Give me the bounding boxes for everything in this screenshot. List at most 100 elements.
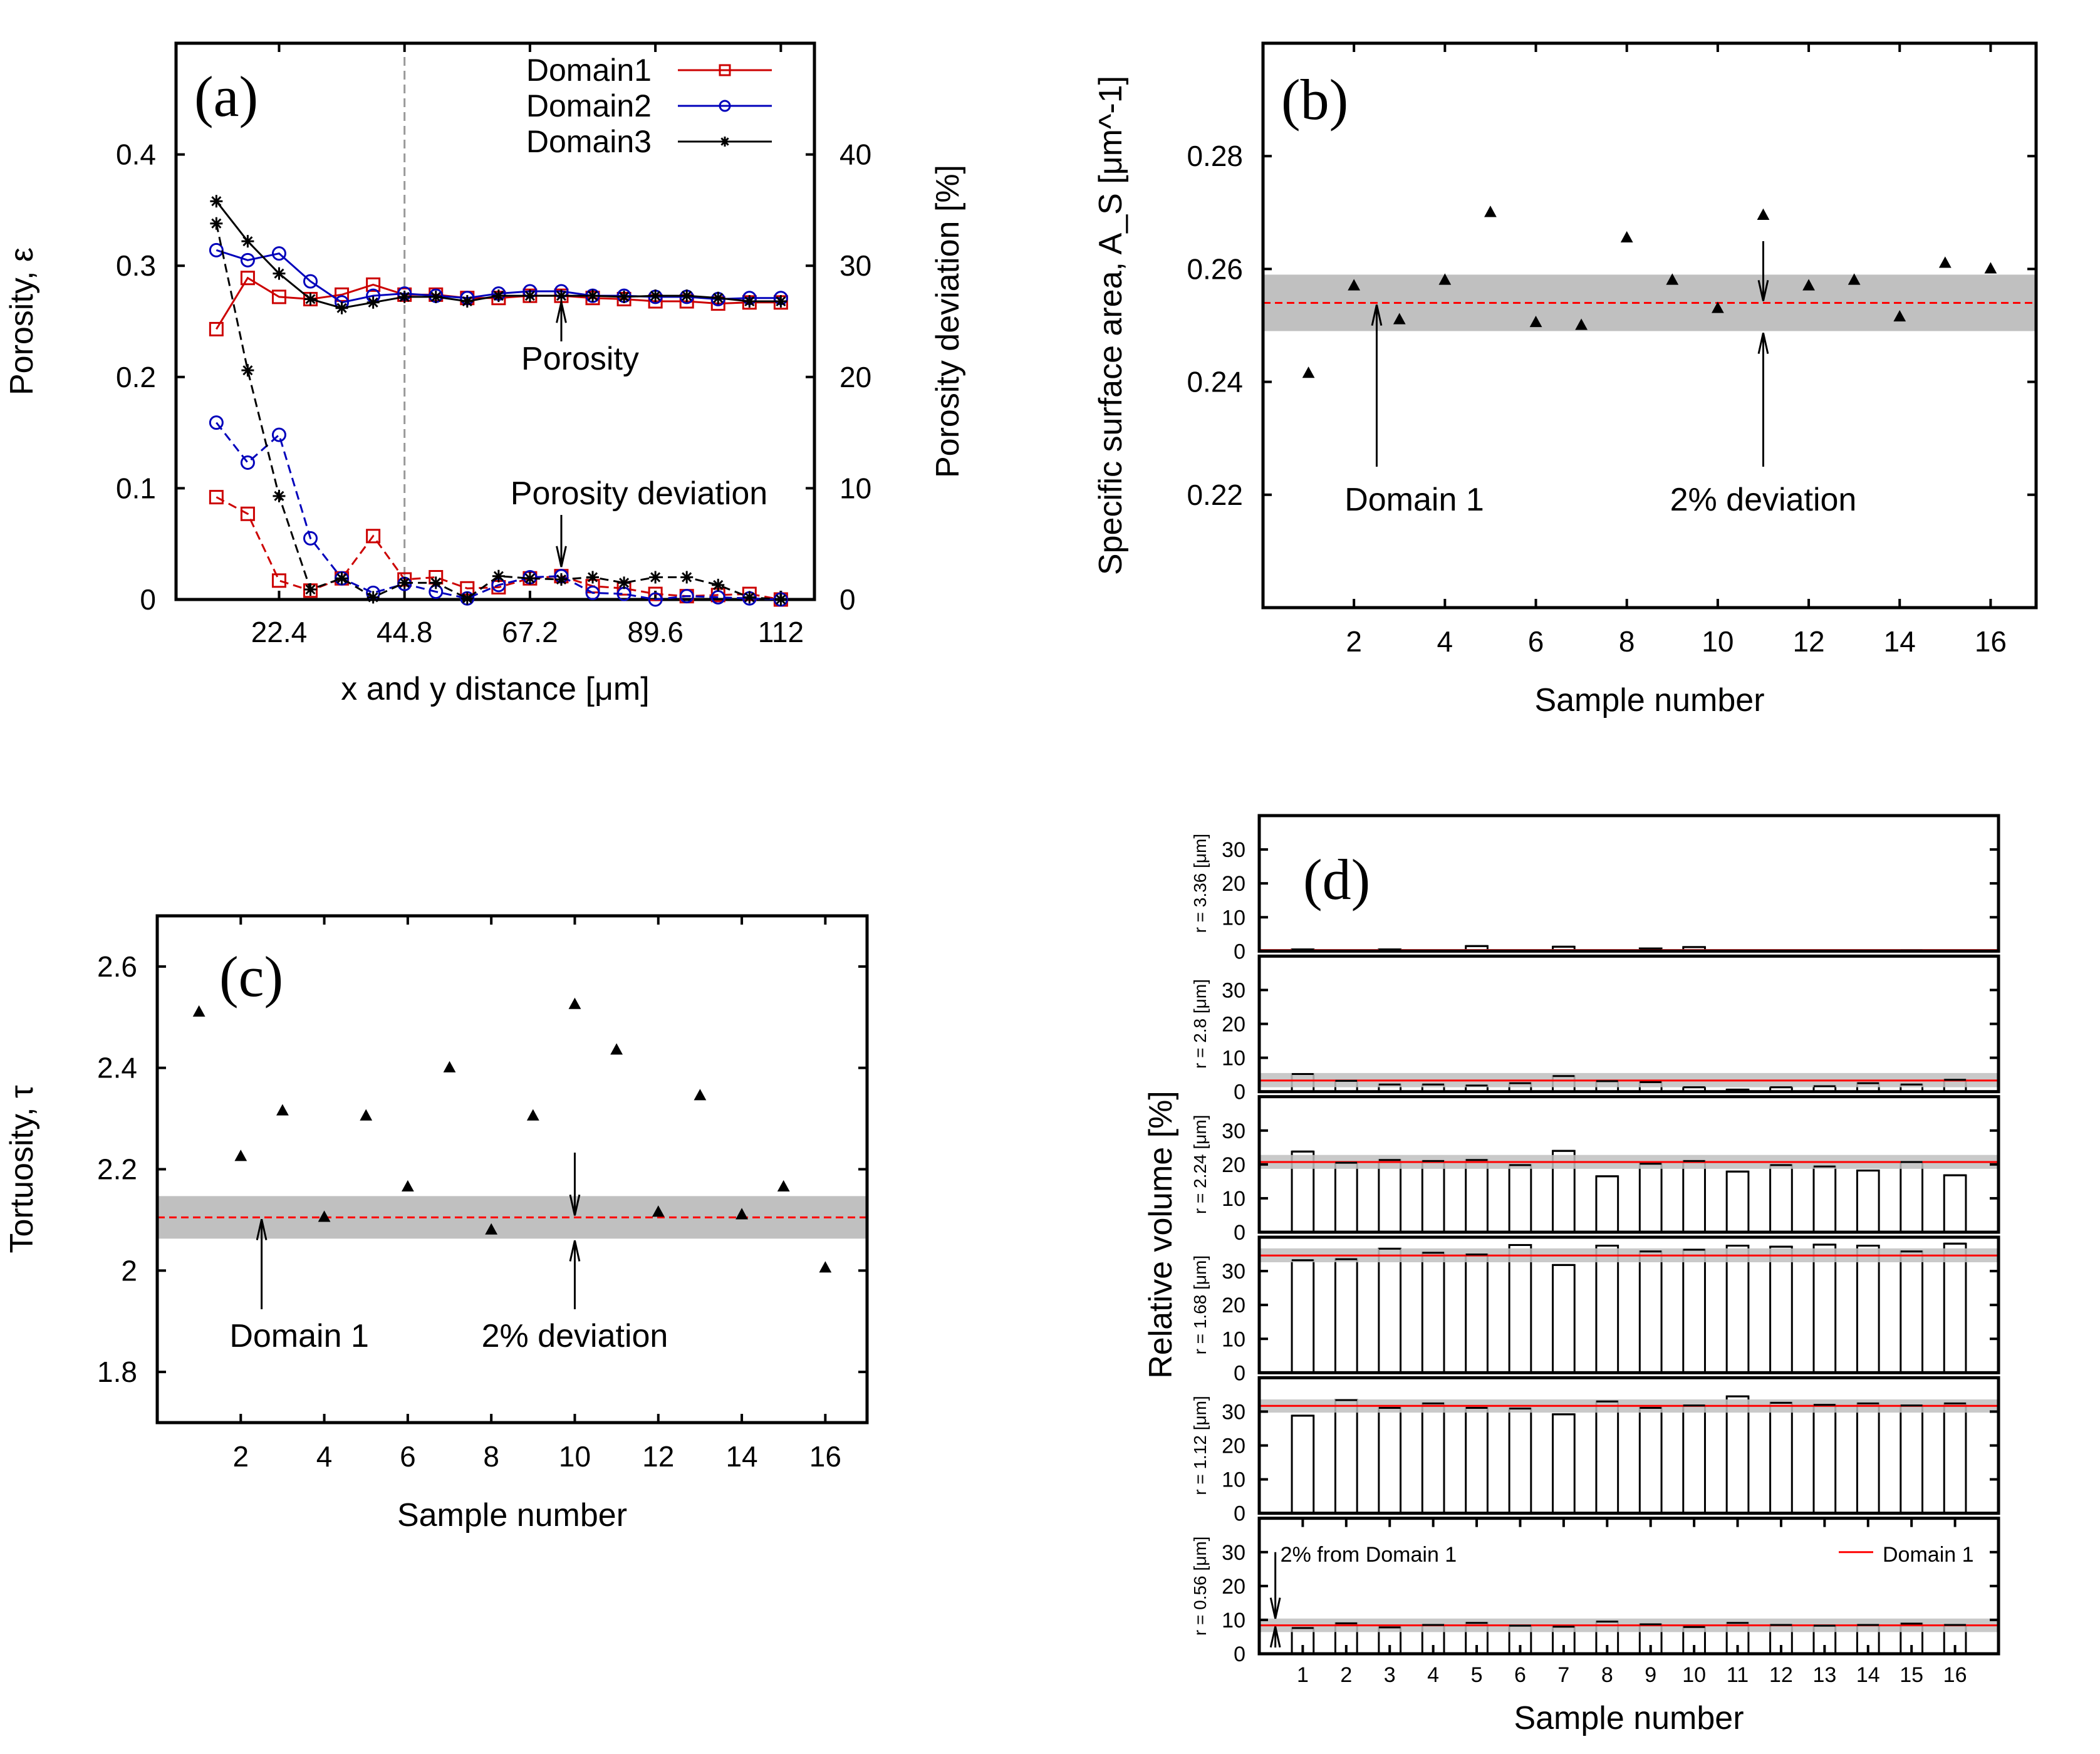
y2-tick-label: 20 xyxy=(839,361,871,393)
x-tick-label: 14 xyxy=(1884,625,1916,658)
bar xyxy=(1812,1404,1837,1515)
arrow-head xyxy=(556,301,567,323)
x-tick-label: 67.2 xyxy=(502,616,558,648)
bar xyxy=(1378,1159,1402,1233)
arrow-head xyxy=(569,1240,581,1262)
data-point xyxy=(1666,273,1679,285)
data-point-star-marker xyxy=(743,591,756,604)
bar xyxy=(1595,1175,1619,1233)
data-point-star-marker xyxy=(273,489,286,502)
deviation-upper-arrow xyxy=(569,1153,581,1216)
y-tick-label: 2.4 xyxy=(97,1052,137,1084)
x-tick-label: 8 xyxy=(483,1440,499,1473)
subplot-frame xyxy=(1257,1376,2000,1515)
star-stroke xyxy=(650,291,661,301)
legend-label: Domain3 xyxy=(526,124,652,159)
y-tick-label: 0.4 xyxy=(116,138,156,171)
y-tick-label: 20 xyxy=(1222,872,1245,896)
deviation-annotation: 2% from Domain 1 xyxy=(1281,1543,1457,1567)
data-point xyxy=(1711,301,1724,313)
bar xyxy=(1638,1163,1663,1233)
data-point-square-marker xyxy=(240,506,255,521)
bar xyxy=(1943,1242,1967,1374)
data-point-star-marker xyxy=(586,571,600,584)
bar xyxy=(1900,1161,1924,1233)
x-tick-label: 89.6 xyxy=(627,616,684,648)
y-tick-label: 2.6 xyxy=(97,950,137,983)
series-domain1 xyxy=(209,271,788,336)
subplot-ylabel: r = 1.12 [μm] xyxy=(1190,1396,1210,1495)
x-tick-label: 4 xyxy=(1427,1663,1439,1687)
data-point-square-marker xyxy=(209,321,224,336)
bar xyxy=(1378,1406,1402,1515)
data-point-star-marker xyxy=(429,290,442,303)
bar xyxy=(1682,1404,1706,1515)
bar xyxy=(1465,1253,1489,1374)
legend-label: Domain1 xyxy=(526,53,652,88)
data-point-square-marker xyxy=(366,277,381,292)
subplot-3: 0 10 20 30 r = 1.68 [μm] xyxy=(1190,1235,2000,1385)
domain1-annotation: Domain 1 xyxy=(229,1318,369,1354)
x-tick-label: 16 xyxy=(809,1440,841,1473)
data-point-star-marker xyxy=(335,301,348,314)
star-stroke xyxy=(399,291,410,302)
y-tick-label: 0 xyxy=(140,583,156,616)
y-axis-title: Specific surface area, A_S [μm^-1] xyxy=(1093,76,1129,575)
x-tick-label: 44.8 xyxy=(377,616,433,648)
arrow-head xyxy=(556,546,567,568)
y2-tick-label: 30 xyxy=(839,249,871,282)
data-point-star-marker xyxy=(492,289,505,303)
data-point-star-marker xyxy=(680,289,694,303)
legend-label: Domain2 xyxy=(526,88,652,123)
star-stroke xyxy=(650,572,661,583)
y-tick-label: 2.2 xyxy=(97,1153,137,1186)
star-stroke xyxy=(242,365,253,376)
y-axis-title: Relative volume [%] xyxy=(1143,1091,1179,1379)
bar xyxy=(1595,1245,1619,1374)
data-point xyxy=(234,1149,247,1161)
data-point-circle-marker xyxy=(585,585,600,600)
data-point-star-marker xyxy=(743,295,756,308)
bar xyxy=(1465,1159,1489,1233)
y-tick-label: 20 xyxy=(1222,1294,1245,1317)
data-point xyxy=(1620,231,1633,242)
x-tick-label: 14 xyxy=(1856,1663,1880,1687)
subplot-ylabel: r = 0.56 [μm] xyxy=(1190,1537,1210,1636)
deviation-band xyxy=(157,1196,867,1239)
deviation-lower-arrow xyxy=(1757,333,1769,467)
bar xyxy=(1812,1243,1837,1374)
deviation-upper-arrow xyxy=(1757,241,1769,301)
star-stroke xyxy=(305,294,316,304)
data-point xyxy=(1575,318,1588,330)
panel-label: (a) xyxy=(194,65,258,128)
data-point-star-marker xyxy=(366,296,380,309)
data-point xyxy=(819,1261,832,1273)
data-point-star-marker xyxy=(241,364,254,377)
data-point xyxy=(694,1089,707,1101)
x-tick-label: 11 xyxy=(1727,1663,1749,1687)
subplot-frame xyxy=(1257,1517,2000,1656)
data-point-circle-marker xyxy=(271,427,286,442)
y-tick-label: 30 xyxy=(1222,1260,1245,1284)
star-stroke xyxy=(720,137,729,146)
bar xyxy=(1769,1245,1793,1374)
data-point xyxy=(652,1205,665,1217)
data-point-star-marker xyxy=(241,235,254,248)
bar xyxy=(1638,1250,1663,1374)
y-tick-label: 0.24 xyxy=(1187,366,1243,398)
star-stroke xyxy=(682,572,692,583)
data-point-star-marker xyxy=(618,576,631,589)
y-tick-label: 0 xyxy=(1234,1361,1245,1385)
deviation-lower-arrow xyxy=(1269,1626,1281,1648)
y2-tick-label: 40 xyxy=(839,138,871,171)
bar xyxy=(1378,1247,1402,1374)
star-stroke xyxy=(744,296,755,307)
domain1-arrow xyxy=(1371,304,1383,467)
bar xyxy=(1334,1399,1358,1515)
y-tick-label: 0 xyxy=(1234,1642,1245,1666)
star-stroke xyxy=(242,236,253,247)
y-tick-label: 0.22 xyxy=(1187,479,1243,511)
x-tick-label: 2 xyxy=(232,1440,249,1473)
y-tick-label: 30 xyxy=(1222,1400,1245,1424)
